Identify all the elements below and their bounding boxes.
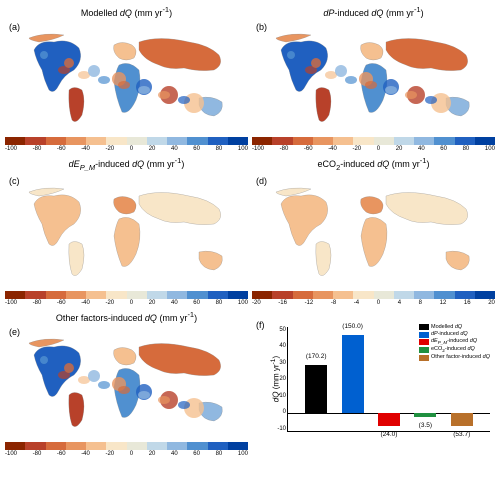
panel-d: eCO2-induced dQ (mm yr-1) (d) -20-16-12-…: [252, 156, 495, 306]
panel-label: (c): [9, 176, 20, 186]
panel-a: Modelled dQ (mm yr-1) (a) -100-80-60-40-…: [5, 5, 248, 152]
panel-f: (f) dQ (mm yr-1) 50403020100-10 (170.2) …: [252, 310, 495, 457]
legend: Modelled dQdP-induced dQdEP_M-induced dQ…: [419, 324, 490, 361]
bar-chart: (f) dQ (mm yr-1) 50403020100-10 (170.2) …: [252, 322, 495, 437]
panel-label: (a): [9, 22, 20, 32]
panel-label: (e): [9, 327, 20, 337]
panel-title: Modelled dQ (mm yr-1): [5, 5, 248, 18]
map: (a): [5, 20, 248, 135]
panel-title: eCO2-induced dQ (mm yr-1): [252, 156, 495, 172]
map: (b): [252, 20, 495, 135]
figure-grid: Modelled dQ (mm yr-1) (a) -100-80-60-40-…: [5, 5, 495, 457]
panel-label: (d): [256, 176, 267, 186]
panel-c: dEP_M-induced dQ (mm yr-1) (c) -100-80-6…: [5, 156, 248, 306]
panel-e: Other factors-induced dQ (mm yr-1) (e) -…: [5, 310, 248, 457]
panel-title: Other factors-induced dQ (mm yr-1): [5, 310, 248, 323]
panel-b: dP-induced dQ (mm yr-1) (b) -100-80-60-4…: [252, 5, 495, 152]
panel-title: [252, 310, 495, 320]
map: (d): [252, 174, 495, 289]
panel-label: (b): [256, 22, 267, 32]
map: (c): [5, 174, 248, 289]
panel-title: dP-induced dQ (mm yr-1): [252, 5, 495, 18]
map: (e): [5, 325, 248, 440]
panel-label: (f): [256, 320, 265, 330]
panel-title: dEP_M-induced dQ (mm yr-1): [5, 156, 248, 172]
y-ticks: 50403020100-10: [274, 327, 286, 432]
